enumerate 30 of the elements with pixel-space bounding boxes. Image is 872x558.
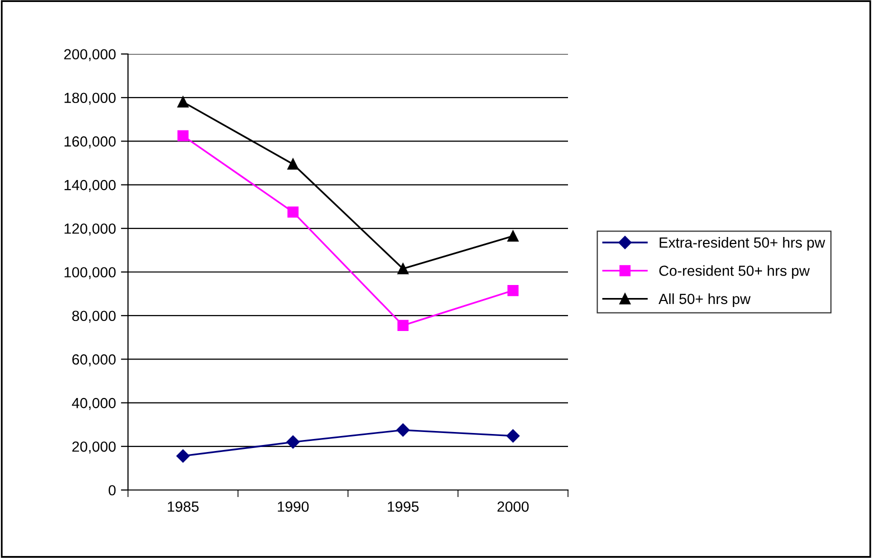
x-tick-label: 1985 bbox=[168, 501, 199, 512]
point bbox=[396, 423, 410, 437]
y-tick-label: 120,000 bbox=[64, 224, 116, 236]
y-tick-label: 140,000 bbox=[64, 180, 116, 192]
y-tick-label: 80,000 bbox=[72, 310, 116, 323]
point bbox=[287, 206, 299, 218]
x-tick-label: 1995 bbox=[388, 501, 419, 512]
y-tick-label: 40,000 bbox=[72, 398, 116, 410]
point bbox=[507, 230, 519, 242]
y-tick-label: 20,000 bbox=[72, 442, 116, 454]
point bbox=[176, 449, 190, 463]
point bbox=[397, 320, 409, 331]
x-tick-label: 2000 bbox=[498, 501, 529, 512]
point bbox=[507, 284, 519, 296]
point bbox=[287, 158, 299, 170]
point bbox=[286, 435, 300, 449]
y-tick-label: 200,000 bbox=[64, 49, 116, 62]
point bbox=[506, 429, 520, 443]
point bbox=[397, 263, 409, 274]
point bbox=[177, 96, 189, 108]
point bbox=[177, 130, 189, 142]
y-tick-label: 160,000 bbox=[64, 136, 116, 148]
y-tick-label: 180,000 bbox=[64, 92, 116, 105]
legend-label: All 50+ hrs pw bbox=[658, 293, 751, 307]
legend-label: Co-resident 50+ hrs pw bbox=[659, 265, 810, 279]
x-tick-label: 1990 bbox=[278, 501, 309, 512]
y-tick-label: 0 bbox=[108, 485, 116, 496]
y-tick-label: 60,000 bbox=[72, 354, 116, 366]
y-tick-label: 100,000 bbox=[64, 267, 116, 280]
legend-label: Extra-resident 50+ hrs pw bbox=[660, 237, 826, 251]
